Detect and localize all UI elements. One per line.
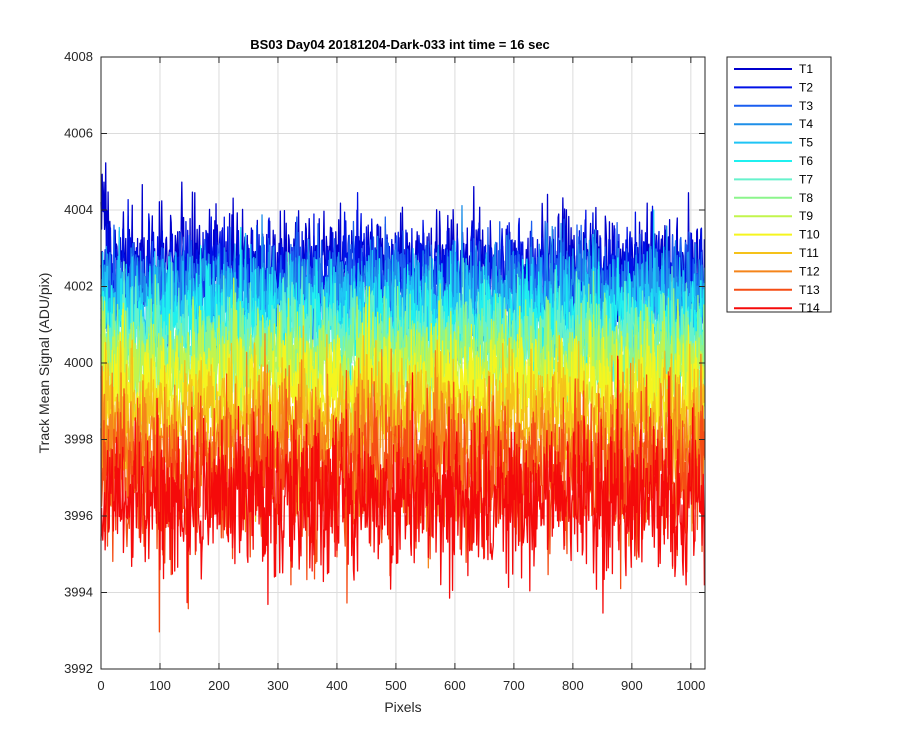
legend-label-t8: T8	[799, 191, 813, 205]
legend-label-t9: T9	[799, 209, 813, 223]
chart-title: BS03 Day04 20181204-Dark-033 int time = …	[250, 37, 550, 52]
x-tick-label: 100	[149, 678, 171, 693]
x-tick-label: 500	[385, 678, 407, 693]
x-tick-label: 300	[267, 678, 289, 693]
legend-items: T1 T2 T3 T4 T5 T6 T7 T8 T9 T10 T11 T12 T13 T14	[734, 62, 820, 315]
x-tick-label: 0	[97, 678, 104, 693]
y-tick-label: 3998	[64, 432, 93, 447]
legend-label-t5: T5	[799, 136, 813, 150]
legend-label-t4: T4	[799, 117, 813, 131]
legend-label-t13: T13	[799, 283, 820, 297]
x-tick-label: 600	[444, 678, 466, 693]
legend-label-t11: T11	[799, 246, 819, 260]
y-tick-label: 4006	[64, 126, 93, 141]
legend-label-t12: T12	[799, 264, 820, 278]
y-tick-label: 3996	[64, 508, 93, 523]
y-tick-label: 4008	[64, 49, 93, 64]
legend-label-t6: T6	[799, 154, 813, 168]
ticks	[100, 56, 705, 670]
y-tick-label: 3994	[64, 585, 93, 600]
series-layer	[100, 162, 706, 633]
legend-label-t10: T10	[799, 228, 820, 242]
y-tick-label: 4000	[64, 355, 93, 370]
x-tick-labels: 0 100 200 300 400 500 600 700 800 900 1000	[97, 678, 705, 693]
legend-label-t7: T7	[799, 172, 813, 186]
y-tick-label: 4004	[64, 202, 93, 217]
x-axis-label: Pixels	[384, 699, 421, 715]
series-line-t14	[100, 355, 706, 614]
x-tick-label: 900	[621, 678, 643, 693]
x-tick-label: 700	[503, 678, 525, 693]
y-axis-label: Track Mean Signal (ADU/pix)	[36, 273, 52, 454]
y-tick-label: 3992	[64, 661, 93, 676]
legend-label-t14: T14	[799, 301, 820, 315]
legend-label-t2: T2	[799, 80, 813, 94]
x-tick-label: 200	[208, 678, 230, 693]
legend-label-t1: T1	[799, 62, 813, 76]
x-tick-label: 400	[326, 678, 348, 693]
plot-area	[100, 56, 706, 670]
legend-box	[726, 56, 832, 313]
legend-label-t3: T3	[799, 99, 813, 113]
legend: T1 T2 T3 T4 T5 T6 T7 T8 T9 T10 T11 T12 T13 T14	[726, 56, 832, 315]
x-tick-label: 800	[562, 678, 584, 693]
y-tick-label: 4002	[64, 279, 93, 294]
x-tick-label: 1000	[676, 678, 705, 693]
y-tick-labels: 3992 3994 3996 3998 4000 4002 4004 4006 4008	[64, 49, 93, 676]
